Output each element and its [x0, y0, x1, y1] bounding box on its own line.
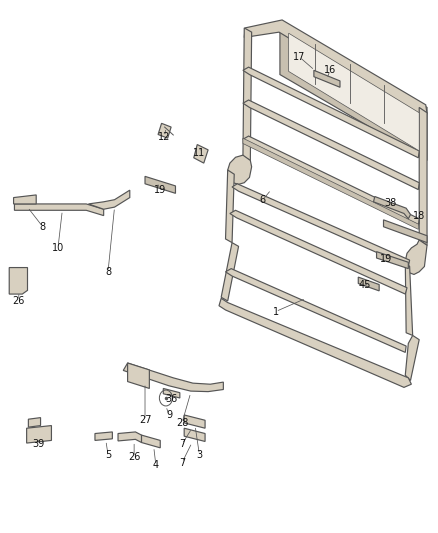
Polygon shape [118, 432, 141, 442]
Text: 1: 1 [272, 306, 279, 317]
Polygon shape [141, 435, 160, 448]
Polygon shape [405, 240, 427, 274]
Text: 17: 17 [293, 52, 306, 62]
Text: 4: 4 [153, 461, 159, 470]
Polygon shape [145, 176, 176, 193]
Polygon shape [226, 269, 406, 352]
Polygon shape [184, 428, 205, 441]
Polygon shape [228, 155, 252, 184]
Text: 28: 28 [176, 418, 188, 428]
Polygon shape [244, 20, 427, 117]
Text: 10: 10 [52, 243, 64, 253]
Polygon shape [127, 363, 149, 389]
Text: 38: 38 [385, 198, 397, 208]
Text: 18: 18 [413, 211, 425, 221]
Polygon shape [419, 108, 427, 245]
Polygon shape [314, 70, 340, 87]
Polygon shape [163, 389, 180, 398]
Text: 19: 19 [154, 184, 166, 195]
Text: 16: 16 [324, 66, 336, 75]
Polygon shape [230, 211, 407, 294]
Polygon shape [243, 28, 252, 160]
Text: 8: 8 [105, 267, 111, 277]
Polygon shape [405, 261, 413, 335]
Polygon shape [226, 170, 234, 243]
Polygon shape [95, 432, 113, 440]
Polygon shape [158, 123, 171, 138]
Text: 7: 7 [179, 458, 185, 467]
Polygon shape [14, 204, 104, 216]
Text: 36: 36 [165, 394, 177, 404]
Polygon shape [14, 195, 36, 204]
Polygon shape [377, 252, 408, 269]
Polygon shape [219, 298, 411, 387]
Polygon shape [405, 335, 419, 381]
Text: 27: 27 [139, 415, 151, 425]
Text: 6: 6 [259, 195, 265, 205]
Polygon shape [243, 100, 419, 190]
Polygon shape [27, 425, 51, 443]
Text: 3: 3 [196, 450, 202, 460]
Polygon shape [358, 277, 379, 291]
Text: 19: 19 [381, 254, 393, 263]
Polygon shape [243, 136, 419, 225]
Text: 12: 12 [159, 132, 171, 142]
Polygon shape [221, 243, 239, 301]
Text: 45: 45 [359, 280, 371, 290]
Polygon shape [9, 268, 28, 294]
Polygon shape [232, 184, 410, 266]
Polygon shape [384, 220, 427, 243]
Polygon shape [123, 363, 223, 392]
Text: 39: 39 [32, 439, 45, 449]
Polygon shape [243, 67, 419, 158]
Text: 8: 8 [40, 222, 46, 232]
Text: 11: 11 [193, 148, 205, 158]
Text: 26: 26 [128, 453, 140, 463]
Polygon shape [184, 415, 205, 428]
Text: 26: 26 [13, 296, 25, 306]
Polygon shape [28, 418, 41, 427]
Polygon shape [88, 190, 130, 209]
Text: 7: 7 [179, 439, 185, 449]
Polygon shape [280, 21, 427, 160]
Polygon shape [243, 138, 418, 229]
Text: 5: 5 [105, 450, 111, 460]
Polygon shape [374, 197, 410, 219]
Polygon shape [194, 144, 208, 163]
Text: 9: 9 [166, 410, 172, 420]
Polygon shape [289, 33, 419, 151]
